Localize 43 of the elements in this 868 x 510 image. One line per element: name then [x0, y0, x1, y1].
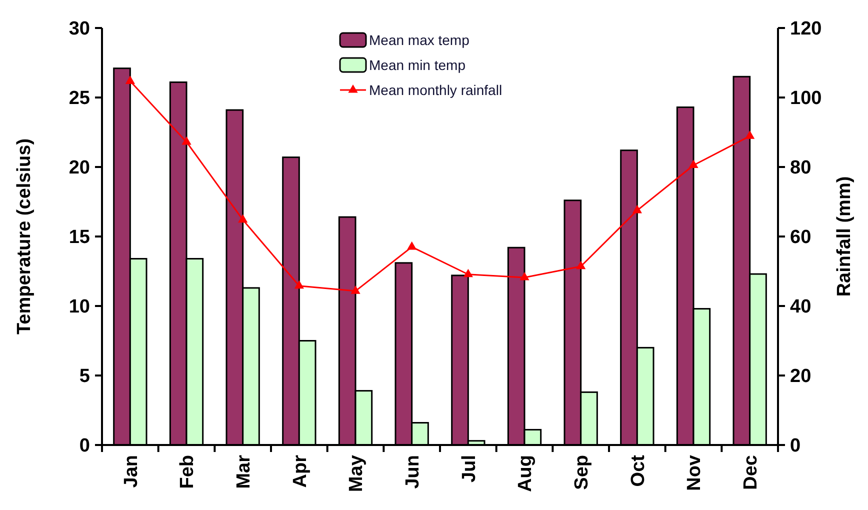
- point: [463, 268, 473, 278]
- legend-label: Mean max temp: [369, 32, 470, 48]
- x-tick-label: Jan: [120, 455, 142, 488]
- point: [688, 160, 698, 168]
- point: [520, 272, 530, 280]
- x-tick-label: Feb: [177, 455, 198, 489]
- point: [745, 130, 755, 139]
- y2-tick-label: 40: [790, 296, 812, 318]
- x-tick-label: Mar: [233, 454, 254, 489]
- x-tick-label: Dec: [740, 454, 762, 490]
- y-tick-label: 0: [79, 436, 90, 457]
- y2-tick-label: 80: [790, 158, 812, 179]
- y2-tick-label: 60: [790, 227, 812, 248]
- point: [294, 280, 304, 289]
- y2-tick-label: 100: [790, 88, 822, 110]
- point: [182, 136, 192, 145]
- y2-tick-label: 0: [790, 436, 801, 457]
- y-tick-label: 5: [79, 366, 90, 388]
- point: [238, 214, 248, 223]
- x-tick-label: Apr: [290, 454, 311, 488]
- x-tick-label: Oct: [628, 454, 649, 487]
- point: [576, 260, 586, 270]
- x-tick-label: Nov: [684, 454, 706, 491]
- point: [125, 76, 135, 84]
- y-tick-label: 10: [68, 296, 90, 318]
- x-tick-label: Jul: [458, 455, 480, 482]
- y2-tick-label: 20: [790, 366, 812, 388]
- point: [407, 241, 417, 250]
- x-tick-label: Aug: [515, 455, 536, 492]
- x-tick-label: Jun: [402, 455, 424, 489]
- y-axis-title: Temperature (celsius): [14, 138, 35, 335]
- y2-axis-title: Rainfall (mm): [834, 176, 855, 297]
- y-tick-label: 30: [68, 18, 90, 40]
- x-tick-label: May: [346, 454, 368, 492]
- point: [632, 204, 642, 214]
- y2-tick-label: 120: [790, 18, 822, 40]
- y-tick-label: 15: [68, 227, 90, 248]
- y-tick-label: 25: [68, 88, 90, 110]
- legend-label: Mean min temp: [369, 56, 466, 73]
- legend-label: Mean monthly rainfall: [369, 82, 502, 98]
- point: [350, 286, 360, 294]
- x-tick-label: Sep: [571, 455, 592, 490]
- y-tick-label: 20: [68, 158, 90, 179]
